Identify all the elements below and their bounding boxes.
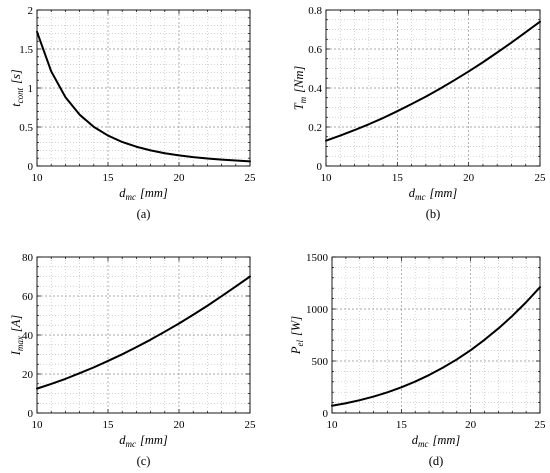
axis-unit: [W] (289, 316, 303, 336)
plot-frame (36, 256, 251, 414)
y-tick-label: 1000 (306, 304, 329, 316)
y-tick-label: 0 (317, 161, 323, 173)
y-tick-label: 0.2 (308, 122, 322, 134)
x-tick-label: 15 (396, 419, 408, 431)
axis-symbol-subscript: cont (15, 87, 25, 103)
x-axis-label: dmc [mm] (409, 186, 458, 202)
y-tick-label: 1500 (306, 252, 329, 264)
y-axis-label: tcont [s] (9, 69, 25, 107)
y-tick-label: 0.5 (19, 122, 33, 134)
x-tick-label: 10 (32, 172, 44, 184)
series-line (36, 275, 251, 390)
panel-caption: (c) (137, 454, 151, 468)
axis-unit: [mm] (429, 186, 457, 200)
y-tick-label: 80 (22, 252, 34, 264)
axis-symbol-subscript: max (15, 336, 25, 351)
panel-caption: (a) (137, 207, 151, 221)
axis-symbol-subscript: mc (125, 192, 136, 202)
x-tick-label: 20 (465, 419, 477, 431)
series-line (36, 30, 251, 163)
x-tick-label: 10 (32, 419, 44, 431)
y-tick-label: 2 (28, 5, 34, 17)
x-tick-label: 15 (103, 419, 115, 431)
y-tick-label: 0.6 (308, 44, 322, 56)
y-tick-label: 0.4 (308, 83, 322, 95)
axis-unit: [mm] (432, 433, 460, 447)
axis-unit: [Nm] (292, 66, 306, 93)
y-tick-label: 20 (22, 369, 34, 381)
axis-symbol-subscript: el (295, 340, 305, 347)
axis-symbol: T (292, 102, 306, 110)
y-tick-label: 0 (323, 408, 329, 420)
y-axis-label: Pel [W] (289, 316, 305, 355)
axis-symbol: P (289, 346, 303, 355)
plot-frame (325, 9, 541, 167)
x-tick-label: 15 (392, 172, 404, 184)
x-tick-label: 10 (327, 419, 339, 431)
x-axis-label: dmc [mm] (119, 433, 168, 449)
chart-panel-b: 10 15 20 25 0 0.2 0.4 0.6 0.8 dmc [mm] Tm [Nm] (b) (292, 5, 546, 221)
axis-unit: [mm] (140, 433, 168, 447)
x-tick-label: 25 (535, 172, 547, 184)
panel-caption: (d) (429, 454, 444, 468)
series-line (331, 286, 541, 407)
axis-symbol: d (119, 433, 126, 447)
axis-symbol-subscript: mc (125, 439, 136, 449)
axis-symbol-subscript: m (298, 96, 308, 103)
y-tick-label: 0 (28, 408, 34, 420)
x-axis-label: dmc [mm] (412, 433, 461, 449)
y-tick-label: 1 (28, 83, 34, 95)
x-tick-label: 10 (321, 172, 333, 184)
chart-panel-c: 10 15 20 25 0 20 40 60 80 dmc [mm] Imax [A] (c) (9, 252, 256, 468)
axis-unit: [mm] (140, 186, 168, 200)
y-tick-label: 0.8 (308, 5, 322, 17)
y-axis-label: Tm [Nm] (292, 66, 308, 111)
x-tick-label: 20 (463, 172, 475, 184)
axis-unit: [s] (9, 69, 23, 84)
plot-frame (331, 256, 541, 414)
axis-symbol: I (9, 350, 23, 356)
axis-unit: [A] (9, 315, 23, 333)
plot-area (332, 257, 540, 413)
plot-frame (36, 9, 251, 167)
axis-symbol: d (119, 186, 126, 200)
axis-symbol-subscript: mc (415, 192, 426, 202)
x-tick-label: 20 (174, 419, 186, 431)
axis-symbol-subscript: mc (418, 439, 429, 449)
plot-area (326, 10, 540, 166)
y-axis-label: Imax [A] (9, 315, 25, 357)
series-line (325, 20, 541, 142)
y-tick-label: 0 (28, 161, 34, 173)
x-tick-label: 25 (245, 172, 257, 184)
x-tick-label: 25 (245, 419, 257, 431)
x-tick-label: 20 (174, 172, 186, 184)
chart-panel-a: 10 15 20 25 0 0.5 1 1.5 2 dmc [mm] tcont [s] (a) (9, 5, 256, 221)
x-tick-label: 25 (535, 419, 547, 431)
y-tick-label: 40 (22, 330, 34, 342)
panel-caption: (b) (426, 207, 441, 221)
chart-panel-d: 10 15 20 25 0 500 1000 1500 dmc [mm] Pel [W] (d) (289, 252, 546, 468)
y-tick-label: 1.5 (19, 44, 33, 56)
x-tick-label: 15 (103, 172, 115, 184)
x-axis-label: dmc [mm] (119, 186, 168, 202)
axis-symbol: d (412, 433, 419, 447)
y-tick-label: 60 (22, 291, 34, 303)
axis-symbol: d (409, 186, 416, 200)
y-tick-label: 500 (312, 356, 329, 368)
axis-symbol: t (9, 103, 23, 107)
